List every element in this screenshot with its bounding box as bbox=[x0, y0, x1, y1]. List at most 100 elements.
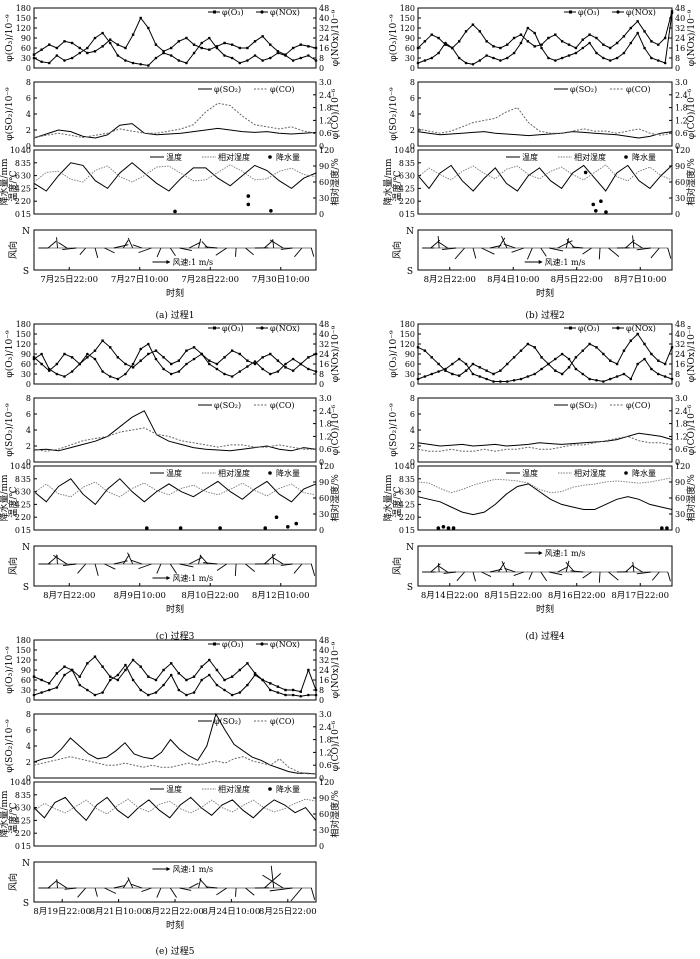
x-axis-title: 时刻 bbox=[166, 919, 184, 931]
o3-point bbox=[291, 688, 295, 692]
wind-vector bbox=[527, 247, 533, 260]
o3-point bbox=[526, 40, 530, 43]
so2-tick-label: 0 bbox=[410, 458, 415, 467]
wind-vector bbox=[503, 243, 516, 249]
wind-frame bbox=[417, 229, 673, 271]
rain-point bbox=[274, 515, 279, 519]
nox-point bbox=[116, 673, 120, 677]
wind-vector bbox=[138, 247, 152, 254]
o3-point bbox=[109, 346, 112, 349]
nox-point bbox=[457, 357, 461, 361]
rain-point bbox=[665, 526, 669, 530]
nox-point bbox=[307, 367, 310, 371]
rh-tick-label: 90 bbox=[319, 162, 329, 171]
co-tick-label: 2.4 bbox=[319, 407, 332, 416]
nox-point bbox=[169, 54, 173, 57]
wind-vector bbox=[290, 887, 303, 902]
wind-vector bbox=[245, 563, 256, 573]
nox-axis-label: φ(NOx)/10⁻⁹ bbox=[330, 641, 341, 698]
o3-point bbox=[147, 26, 150, 30]
wind-vector bbox=[188, 882, 199, 889]
o3-tick-label: 150 bbox=[16, 14, 31, 23]
rh-tick-label: 30 bbox=[319, 510, 329, 519]
o3-tick-label: 120 bbox=[16, 24, 31, 33]
o3-point bbox=[192, 43, 196, 46]
o3-point bbox=[269, 682, 272, 685]
temp-tick-label: 15 bbox=[21, 526, 31, 535]
nox-point bbox=[154, 357, 158, 361]
nox-point bbox=[567, 54, 571, 57]
nox-point bbox=[185, 693, 188, 697]
nox-point bbox=[608, 59, 612, 62]
o3-point bbox=[629, 26, 633, 30]
o3-point bbox=[131, 658, 135, 662]
south-label: S bbox=[23, 583, 29, 593]
wind-vector bbox=[625, 564, 634, 573]
o3-point bbox=[554, 369, 557, 372]
rh-tick-label: 90 bbox=[675, 478, 685, 487]
wind-vector bbox=[631, 565, 643, 573]
so2-tick-label: 6 bbox=[26, 410, 31, 419]
co-axis-label: φ(CO)/10⁻⁶ bbox=[686, 404, 697, 455]
north-label: N bbox=[22, 543, 30, 553]
nox-point bbox=[177, 370, 181, 373]
nox-point bbox=[574, 51, 578, 55]
rh-tick-label: 0 bbox=[675, 210, 680, 219]
nox-point bbox=[547, 362, 550, 366]
o3-point bbox=[533, 346, 536, 349]
o3-point bbox=[223, 678, 226, 682]
o3-point bbox=[109, 675, 112, 678]
temp-tick-label: 15 bbox=[405, 210, 415, 219]
nox-point bbox=[540, 367, 543, 371]
o3-tick-label: 180 bbox=[16, 4, 31, 13]
rain-tick-label: 4 bbox=[399, 500, 404, 509]
nox-point bbox=[560, 352, 564, 356]
panel-caption: (d) 过程4 bbox=[525, 630, 565, 642]
south-label: S bbox=[23, 899, 29, 909]
nox-point bbox=[86, 688, 89, 692]
wind-vector bbox=[667, 571, 671, 582]
x-tick-label: 8月21日10:00 bbox=[90, 907, 148, 917]
wind-vector bbox=[632, 235, 635, 249]
rain-tick-label: 2 bbox=[399, 197, 404, 206]
o3-tick-label: 180 bbox=[400, 320, 415, 329]
nox-point bbox=[169, 673, 173, 677]
co-axis-label: φ(CO)/10⁻⁶ bbox=[330, 404, 341, 455]
nox-point bbox=[215, 683, 219, 687]
wind-axis-label: 风向 bbox=[7, 241, 19, 259]
nox-point bbox=[499, 59, 502, 62]
x-tick-label: 7月27日10:00 bbox=[111, 275, 169, 285]
temp-axis-label: 温度/℃ bbox=[7, 802, 19, 833]
wind-vector bbox=[437, 241, 448, 249]
nox-point bbox=[200, 678, 203, 682]
rh-axis-label: 相对湿度/% bbox=[685, 474, 697, 522]
o3-point bbox=[430, 356, 433, 359]
wind-vector bbox=[269, 887, 293, 892]
wind-vector bbox=[310, 247, 315, 257]
o3-point bbox=[223, 41, 226, 45]
o3-legend-label: φ(O₃) bbox=[578, 8, 600, 17]
rh-axis-label: 相对湿度/% bbox=[329, 474, 341, 522]
so2-legend-label: φ(SO₂) bbox=[214, 717, 241, 726]
rain-tick-label: 8 bbox=[15, 159, 20, 168]
co-axis-label: φ(CO)/10⁻⁶ bbox=[330, 720, 341, 771]
wind-vector bbox=[62, 563, 77, 566]
wind-vector bbox=[540, 571, 548, 582]
nox-point bbox=[32, 357, 36, 361]
co-tick-label: 2.4 bbox=[675, 91, 688, 100]
o3-point bbox=[246, 662, 249, 665]
rain-tick-label: 0 bbox=[15, 526, 20, 535]
x-tick-label: 8月10日22:00 bbox=[181, 591, 239, 601]
nox-point bbox=[291, 693, 295, 697]
temp-tick-label: 40 bbox=[21, 462, 31, 471]
o3-point bbox=[276, 685, 280, 688]
nox-point bbox=[540, 46, 543, 50]
nox-point bbox=[108, 678, 112, 682]
rain-point bbox=[218, 526, 222, 530]
o3-point bbox=[416, 346, 420, 349]
o3-series-line bbox=[33, 17, 317, 56]
co-tick-label: 0 bbox=[319, 774, 324, 783]
o3-point bbox=[63, 665, 66, 668]
nox-point bbox=[547, 56, 550, 60]
wind-vector bbox=[269, 239, 284, 249]
